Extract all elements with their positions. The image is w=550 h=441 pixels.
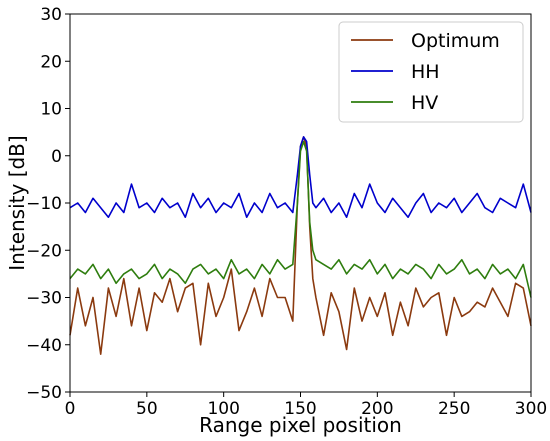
series-line-2 — [69, 140, 532, 298]
legend-label: HV — [411, 92, 438, 114]
x-tick-label: 0 — [65, 399, 76, 419]
x-axis-label: Range pixel position — [199, 413, 402, 437]
y-tick-label: 20 — [40, 52, 62, 72]
legend-label: HH — [411, 61, 440, 83]
x-tick-label: 100 — [207, 399, 239, 419]
series-layer — [69, 136, 532, 356]
y-tick-label: 0 — [51, 147, 62, 167]
x-tick-label: 150 — [284, 399, 316, 419]
x-tick-label: 200 — [361, 399, 393, 419]
series-line-1 — [69, 136, 532, 218]
x-tick-label: 300 — [515, 399, 547, 419]
y-tick-label: −20 — [26, 241, 62, 261]
y-tick-label: −40 — [26, 336, 62, 356]
y-tick-label: −50 — [26, 383, 62, 403]
y-axis-label: Intensity [dB] — [5, 135, 29, 270]
y-tick-label: −10 — [26, 194, 62, 214]
y-tick-label: 10 — [40, 100, 62, 120]
x-tick-label: 250 — [438, 399, 470, 419]
legend-label: Optimum — [411, 30, 500, 52]
ticks-layer: 0 50 100 150 200 250 300 −50 −40 −30 −20 −10 0 10 20 30 — [26, 5, 547, 419]
legend: Optimum HH HV — [338, 21, 524, 123]
y-tick-label: −30 — [26, 289, 62, 309]
x-tick-label: 50 — [136, 399, 158, 419]
legend-box — [338, 21, 524, 123]
y-tick-label: 30 — [40, 5, 62, 25]
